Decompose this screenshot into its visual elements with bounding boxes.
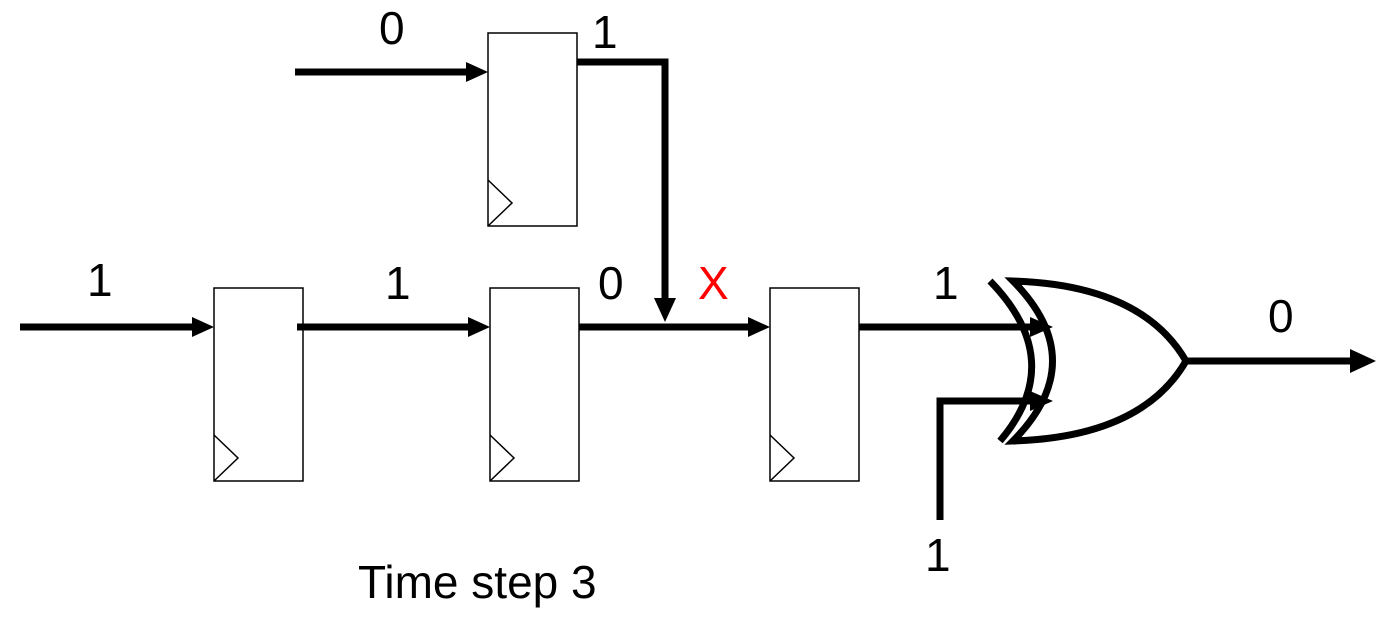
arrow-icon	[654, 298, 676, 322]
label-top-ff-input: 0	[379, 2, 405, 54]
flip-flop-1	[213, 287, 304, 482]
flip-flop-3	[769, 287, 860, 482]
diagram-caption: Time step 3	[358, 556, 597, 608]
label-chain-input: 1	[87, 254, 113, 306]
label-ff2-output: 0	[598, 257, 624, 309]
label-top-ff-output: 1	[592, 6, 618, 58]
clock-triangle-icon	[489, 434, 516, 482]
wire-xor-lower-input	[936, 397, 1030, 520]
clock-triangle-icon	[213, 434, 240, 482]
wire-top-ff-output	[577, 58, 669, 298]
xor-extra-arc	[987, 278, 1036, 444]
flip-flop-2	[489, 287, 580, 482]
arrow-icon	[466, 62, 488, 82]
arrow-icon	[192, 317, 214, 337]
label-ff3-output: 1	[933, 257, 959, 309]
clock-triangle-icon	[487, 179, 514, 227]
label-ff1-output: 1	[385, 257, 411, 309]
flip-flop-top	[487, 32, 578, 227]
clock-triangle-icon	[769, 434, 796, 482]
label-xor-lower-input: 1	[925, 529, 951, 581]
label-fault-mark: X	[698, 257, 729, 309]
label-xor-output: 0	[1268, 290, 1294, 342]
xor-body	[1004, 277, 1191, 445]
arrow-icon	[468, 317, 490, 337]
arrow-icon	[748, 317, 770, 337]
arrow-icon	[1350, 349, 1376, 373]
xor-gate	[987, 277, 1191, 445]
